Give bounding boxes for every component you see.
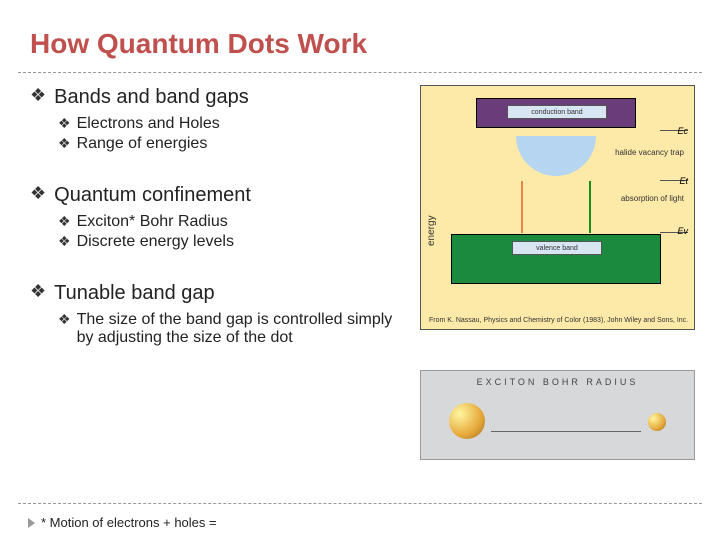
sub-bullet-item: ❖ Exciton* Bohr Radius <box>58 213 400 231</box>
footer-divider <box>18 503 702 504</box>
bullet-marker-icon: ❖ <box>58 213 71 230</box>
slide-title: How Quantum Dots Work <box>30 28 367 60</box>
valence-band-label: valence band <box>512 241 602 255</box>
bullet-marker-icon: ❖ <box>58 115 71 132</box>
conduction-band-label: conduction band <box>507 105 607 119</box>
quantum-dot-small-icon <box>648 413 666 431</box>
bullet-marker-icon: ❖ <box>58 135 71 152</box>
sub-bullet-item: ❖ The size of the band gap is controlled… <box>58 311 400 347</box>
sub-bullet-item: ❖ Range of energies <box>58 135 400 153</box>
annotation-trap: halide vacancy trap <box>615 148 684 157</box>
diagram2-title: EXCITON BOHR RADIUS <box>421 371 694 387</box>
bullet-text: Bands and band gaps <box>54 85 249 109</box>
sub-bullet-text: The size of the band gap is controlled s… <box>77 311 400 347</box>
sub-bullet-text: Electrons and Holes <box>77 115 220 133</box>
annotation-absorption: absorption of light <box>621 194 684 203</box>
vacancy-trap <box>516 136 596 176</box>
footnote-text: * Motion of electrons + holes = <box>41 515 217 530</box>
sub-bullet-text: Exciton* Bohr Radius <box>77 213 228 231</box>
sub-bullet-text: Range of energies <box>77 135 208 153</box>
conduction-band: conduction band <box>476 98 636 128</box>
bullet-text: Tunable band gap <box>54 281 215 305</box>
energy-label-et: Et <box>679 176 688 186</box>
absorption-arrow-icon <box>521 181 523 233</box>
bullet-marker-icon: ❖ <box>30 281 46 303</box>
bullet-text: Quantum confinement <box>54 183 251 207</box>
triangle-icon <box>28 518 35 528</box>
size-indicator-line <box>491 431 641 432</box>
bullet-item: ❖ Tunable band gap <box>30 281 400 305</box>
sub-bullet-text: Discrete energy levels <box>77 233 234 251</box>
diagram-ylabel: energy <box>426 215 437 246</box>
valence-band: valence band <box>451 234 661 284</box>
bullet-list: ❖ Bands and band gaps ❖ Electrons and Ho… <box>30 85 400 349</box>
title-divider <box>18 72 702 73</box>
sub-bullet-item: ❖ Electrons and Holes <box>58 115 400 133</box>
footnote: * Motion of electrons + holes = <box>28 515 217 530</box>
exciton-radius-diagram: EXCITON BOHR RADIUS <box>420 370 695 460</box>
energy-label-ec: Ec <box>677 126 688 136</box>
energy-label-ev: Ev <box>677 226 688 236</box>
quantum-dot-large-icon <box>449 403 485 439</box>
sub-bullet-item: ❖ Discrete energy levels <box>58 233 400 251</box>
bullet-item: ❖ Quantum confinement <box>30 183 400 207</box>
emission-arrow-icon <box>589 181 591 233</box>
band-gap-diagram: energy conduction band Ec halide vacancy… <box>420 85 695 330</box>
bullet-item: ❖ Bands and band gaps <box>30 85 400 109</box>
bullet-marker-icon: ❖ <box>58 233 71 250</box>
bullet-marker-icon: ❖ <box>30 85 46 107</box>
bullet-marker-icon: ❖ <box>58 311 71 328</box>
bullet-marker-icon: ❖ <box>30 183 46 205</box>
diagram-caption: From K. Nassau, Physics and Chemistry of… <box>429 317 688 324</box>
